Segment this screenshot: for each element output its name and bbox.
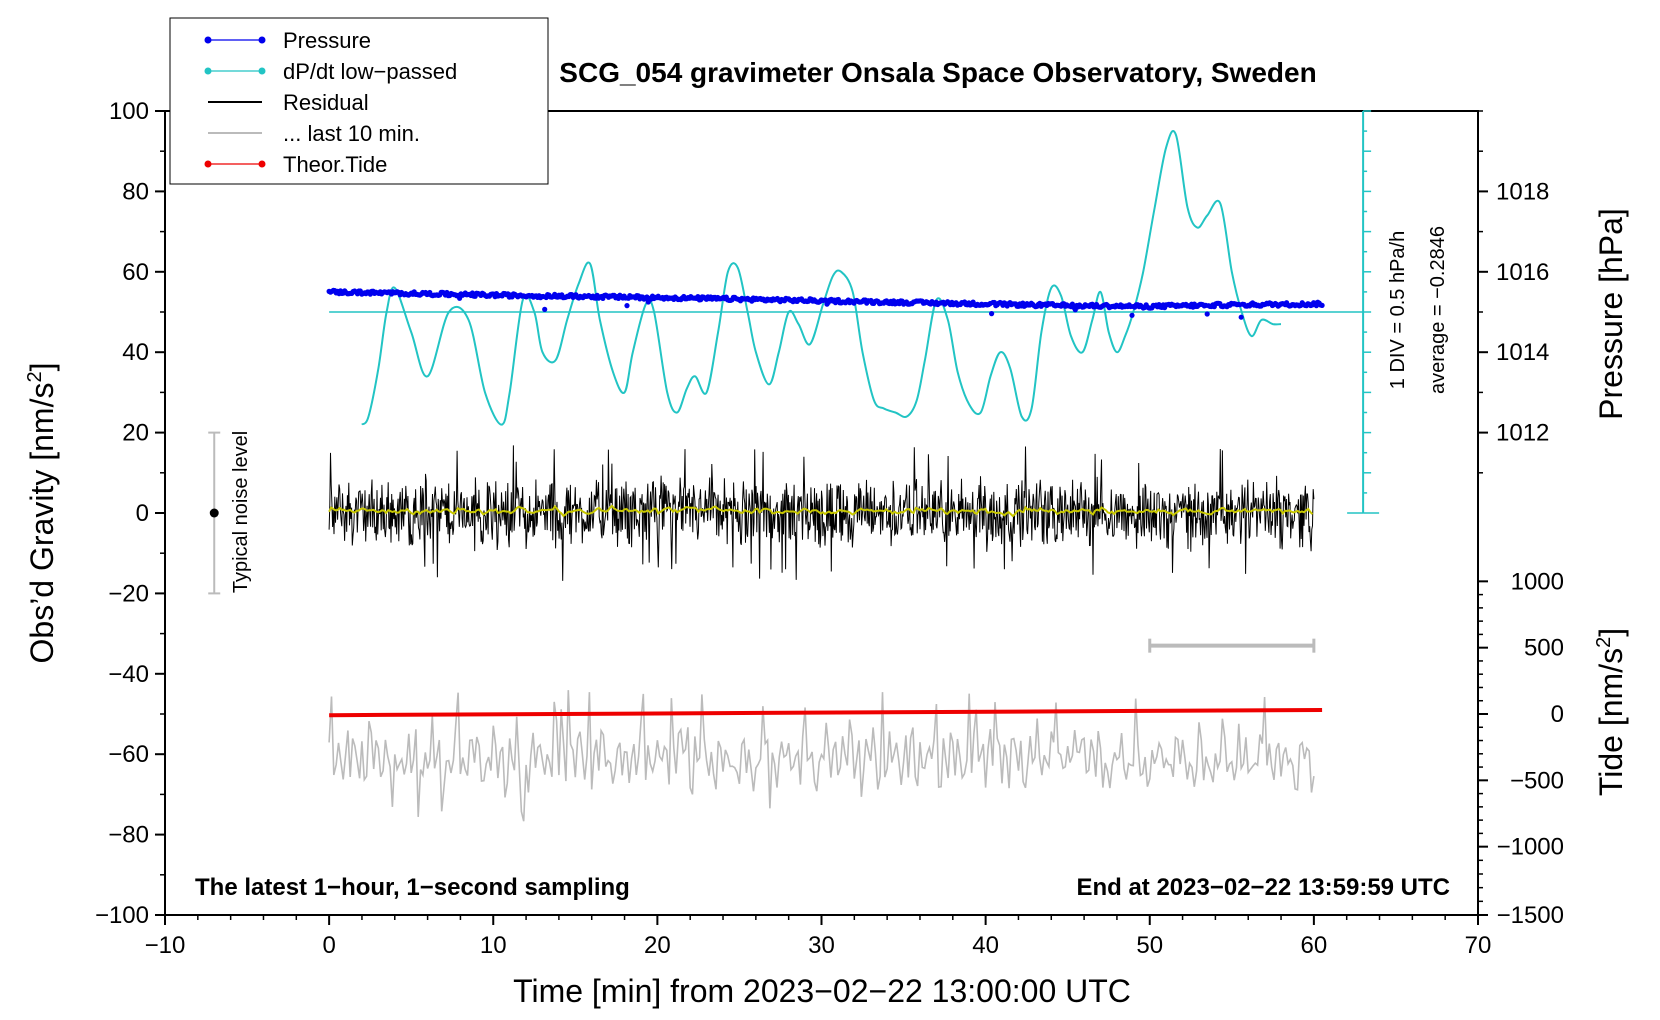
legend-item-residual: Residual [208, 90, 369, 115]
theoretical-tide-series [329, 707, 1323, 718]
x-tick-label: 40 [972, 932, 999, 959]
noise-level-bar [208, 431, 221, 595]
div-scale-label: 1 DIV = 0.5 hPa/h [1387, 231, 1409, 389]
pressure-point [1204, 311, 1210, 317]
y-tick-label: 0 [136, 500, 149, 527]
legend-item-last10: ... last 10 min. [208, 121, 420, 146]
legend-label-residual: Residual [283, 90, 369, 115]
x-tick-label: 30 [808, 932, 835, 959]
last-10-min-bar [1148, 638, 1316, 653]
y-axis-label: Obs’d Gravity [nm/s2] [24, 363, 60, 664]
legend-label-tide: Theor.Tide [283, 152, 387, 177]
pressure-axis-label: Pressure [hPa] [1593, 208, 1629, 420]
x-axis-ticks: −10 0 10 20 30 40 50 60 70 [145, 915, 1492, 959]
legend-label-last10: ... last 10 min. [283, 121, 420, 146]
pressure-point [1238, 314, 1244, 320]
y-tick-label: −40 [108, 661, 149, 688]
pressure-point [1319, 302, 1325, 308]
pressure-point [1129, 312, 1135, 318]
sampling-note: The latest 1−hour, 1−second sampling [195, 874, 630, 901]
legend-item-pressure: Pressure [204, 28, 371, 53]
last-10-min-line [328, 690, 1315, 822]
y-axis-ticks: −100 −80 −60 −40 −20 0 20 40 60 80 100 [95, 98, 165, 929]
pressure-tick-label: 1018 [1496, 178, 1549, 205]
pressure-tick-label: 1012 [1496, 420, 1549, 447]
x-tick-label: 0 [322, 932, 335, 959]
tide-tick-label: −1500 [1497, 902, 1564, 929]
legend-label-pressure: Pressure [283, 28, 371, 53]
dpdt-line [361, 130, 1282, 426]
tide-tick-label: 1000 [1511, 568, 1564, 595]
noise-bar-center [209, 508, 219, 518]
tide-tick-label: −500 [1510, 767, 1564, 794]
dpdt-scale-bar [1347, 110, 1380, 514]
average-label: average = −0.2846 [1427, 226, 1449, 394]
legend-item-dpdt: dP/dt low−passed [204, 59, 457, 84]
x-tick-label: 70 [1465, 932, 1492, 959]
x-tick-label: −10 [145, 932, 186, 959]
end-time-note: End at 2023−02−22 13:59:59 UTC [1076, 874, 1450, 901]
legend: Pressure dP/dt low−passed Residual ... l… [169, 17, 549, 185]
tide-line [329, 707, 1323, 718]
pressure-point [624, 303, 630, 309]
tide-tick-label: 500 [1524, 635, 1564, 662]
x-tick-label: 60 [1301, 932, 1328, 959]
y-tick-label: 100 [109, 98, 149, 125]
tide-tick-label: −1000 [1497, 834, 1564, 861]
residual-line [328, 445, 1315, 581]
x-tick-label: 20 [644, 932, 671, 959]
tide-axis-label: Tide [nm/s2] [1593, 628, 1629, 796]
y-tick-label: 20 [122, 420, 149, 447]
legend-item-tide: Theor.Tide [204, 152, 387, 177]
y-tick-label: 60 [122, 259, 149, 286]
residual-smoothed-line [328, 504, 1314, 518]
residual-series [328, 445, 1315, 581]
x-tick-label: 10 [480, 932, 507, 959]
x-axis-label: Time [min] from 2023−02−22 13:00:00 UTC [513, 973, 1131, 1009]
dpdt-series [329, 130, 1364, 426]
y-tick-label: −20 [108, 580, 149, 607]
pressure-tick-label: 1016 [1496, 259, 1549, 286]
pressure-series [326, 287, 1325, 320]
legend-label-dpdt: dP/dt low−passed [283, 59, 457, 84]
pressure-point [989, 311, 995, 317]
y-tick-label: −80 [108, 822, 149, 849]
last-10-min-series [328, 690, 1315, 822]
y-tick-label: 40 [122, 339, 149, 366]
tide-tick-label: 0 [1551, 701, 1564, 728]
pressure-axis-ticks: 1012 1014 1016 1018 [1478, 110, 1549, 474]
y-tick-label: −60 [108, 741, 149, 768]
chart-title: SCG_054 gravimeter Onsala Space Observat… [559, 57, 1316, 88]
pressure-tick-label: 1014 [1496, 339, 1549, 366]
x-tick-label: 50 [1136, 932, 1163, 959]
tide-axis-ticks: 1000 500 0 −500 −1000 −1500 [1478, 568, 1564, 929]
y-tick-label: −100 [95, 902, 149, 929]
y-tick-label: 80 [122, 178, 149, 205]
pressure-point [542, 306, 548, 312]
noise-level-label: Typical noise level [230, 431, 252, 593]
